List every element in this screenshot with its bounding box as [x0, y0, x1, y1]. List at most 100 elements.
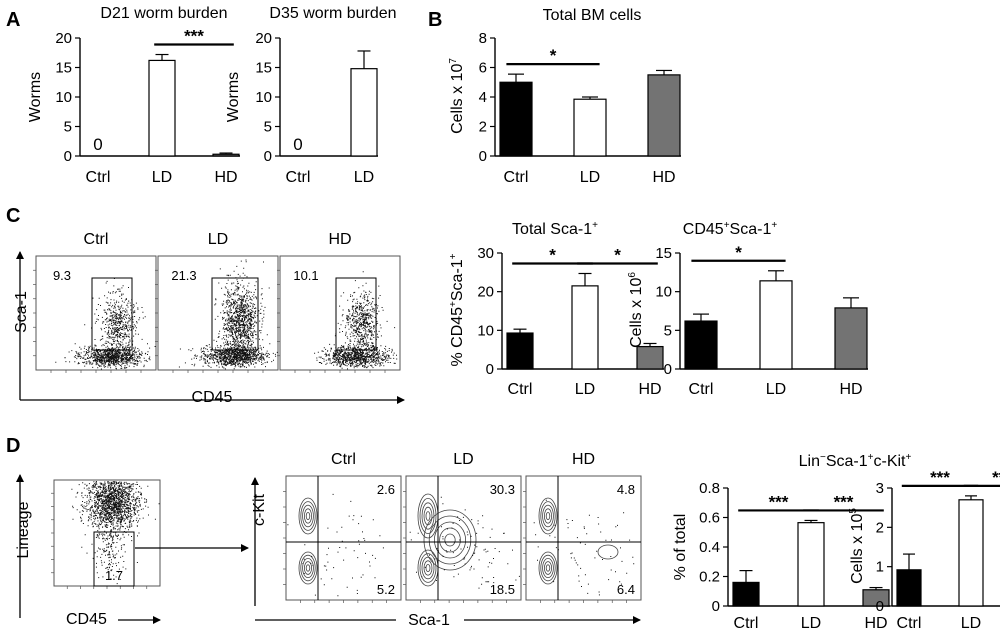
chart-b-category-ctrl: Ctrl [504, 169, 529, 186]
flow-d-gate-xlabel: CD45 [66, 611, 107, 628]
chart-b-ytick-label-2: 4 [479, 89, 487, 106]
flow-c-sca1-vs-cd45: Ctrl 9.3 LD 21.3 HD 10.1 [33, 231, 401, 373]
flow-d-plot-hd-contour-1-4 [540, 554, 556, 582]
chart-a1-ytick-label-3: 15 [55, 60, 72, 77]
chart-c1-bar-ld [571, 285, 599, 370]
chart-d1-ytick-label-0: 0 [712, 598, 720, 615]
chart-a1-ytick-label-0: 0 [64, 148, 72, 165]
chart-b-title: Total BM cells [543, 7, 642, 24]
chart-c2-bar-ctrl [684, 320, 718, 370]
flow-d-ckit-vs-sca1: Ctrl 2.6 5.2 LD 30.3 18.5 HD 4.8 6.4 [283, 451, 642, 603]
chart-c1-bar-hd [636, 345, 664, 370]
chart-a1-title: D21 worm burden [100, 5, 227, 22]
chart-a2-category-ctrl: Ctrl [286, 169, 311, 186]
flow-c-ylabel: Sca-1 [13, 291, 30, 333]
flow-d-plot-ctrl-contour-1-2 [303, 561, 312, 575]
flow-d-plot-ld-contour-2-3 [433, 521, 466, 559]
chart-b-sig-label-0: * [550, 46, 557, 65]
flow-c-plot-hd-title: HD [328, 231, 351, 248]
flow-c-plot-hd-gate [335, 277, 377, 351]
chart-a1-ytick-label-1: 5 [64, 119, 72, 136]
chart-d1-bar-ctrl [732, 581, 760, 607]
chart-c2-sig-label-0: * [735, 243, 742, 262]
chart-d2-bar-ctrl [896, 569, 922, 607]
chart-c2-category-ld: LD [766, 381, 786, 398]
chart-d1-ytick-label-3: 0.6 [699, 510, 720, 527]
chart-b-bar-ctrl [499, 81, 533, 157]
chart-a2-title: D35 worm burden [269, 5, 396, 22]
chart-d2-ytick-label-0: 0 [876, 598, 884, 615]
flow-d-plot-ld-upper-right-value: 30.3 [490, 482, 515, 497]
chart-a1-ytick-label-2: 10 [55, 89, 72, 106]
chart-c2-ytick-label-0: 0 [664, 361, 672, 378]
chart-b-ytick-label-3: 6 [479, 60, 487, 77]
flow-d-plot-hd-contour-1-3 [542, 558, 554, 579]
chart-a2-category-ld: LD [354, 169, 374, 186]
flow-d-plot-hd-contour-0-1 [545, 512, 551, 521]
flow-d-plot-hd-contour-0-4 [540, 501, 556, 531]
flow-d-plot-ctrl-contour-0-2 [303, 508, 312, 524]
chart-c2-bar-ld [759, 280, 793, 370]
lsk-title: Lin−Sca-1+c-Kit+ [799, 452, 912, 470]
chart-d2-ytick-label-2: 2 [876, 519, 884, 536]
flow-d-plot-hd-contour-1-5 [538, 551, 558, 585]
flow-c-plot-hd-dots-stream [334, 271, 396, 366]
chart-d1-ytick-label-4: 0.8 [699, 480, 720, 497]
flow-d-plot-ld-lower-right-value: 18.5 [490, 582, 515, 597]
flow-d-gate-ylabel: Lineage [15, 501, 32, 558]
flow-d-gate-plot-gate-value: 1.7 [105, 568, 123, 583]
flow-d-ylabel: c-Kit [251, 493, 268, 526]
chart-a2-ytick-label-2: 10 [255, 89, 272, 106]
chart-d1-bar-ld [797, 522, 825, 607]
flow-c-plot-ld-title: LD [208, 231, 228, 248]
flow-d-plot-ld-contour-1-2 [423, 560, 433, 576]
flow-d-plot-ctrl-upper-right-value: 2.6 [377, 482, 395, 497]
panel-label-c: C [6, 205, 20, 227]
flow-d-plot-ctrl-contour-0-1 [305, 512, 311, 521]
chart-a1-sig-label-0: *** [184, 27, 204, 46]
chart-a2-d35-worm-burden: 0 5 10 15 20 D35 worm burden Worms Ctrl LD 0 [225, 5, 397, 186]
chart-c2-ytick-label-1: 5 [664, 322, 672, 339]
chart-a2-ytick-label-3: 15 [255, 60, 272, 77]
flow-d-plot-hd-contour-1-2 [544, 561, 553, 575]
chart-c1-ytick-label-3: 30 [477, 245, 494, 262]
flow-d-plot-ld-contour-1-1 [425, 564, 431, 573]
chart-b-ylabel: Cells x 107 [448, 58, 466, 134]
chart-a1-category-ctrl: Ctrl [86, 169, 111, 186]
chart-b-bar-hd [647, 74, 681, 157]
chart-a2-ytick-label-4: 20 [255, 30, 272, 47]
flow-d-gate-plot-dots [71, 481, 160, 563]
chart-c2-category-ctrl: Ctrl [689, 381, 714, 398]
chart-b-ytick-label-4: 8 [479, 30, 487, 47]
chart-a1-category-ld: LD [152, 169, 172, 186]
flow-c-plot-ctrl-title: Ctrl [84, 231, 109, 248]
chart-d1-sig-label-0: *** [769, 492, 789, 511]
chart-c1-category-ctrl: Ctrl [508, 381, 533, 398]
chart-c2-title: CD45+Sca-1+ [683, 220, 778, 238]
panel-label-d: D [6, 435, 20, 457]
flow-d-gate-plot-gate [93, 531, 135, 587]
flow-d-plot-ctrl-contour-0-4 [300, 501, 316, 531]
chart-a1-bar-hd [212, 153, 240, 157]
chart-a2-ytick-label-1: 5 [264, 119, 272, 136]
chart-d1-category-ctrl: Ctrl [734, 615, 759, 632]
chart-c1-sig-label-1: * [614, 245, 621, 264]
chart-d2-bar-ld [958, 499, 984, 607]
chart-d2-ytick-label-3: 3 [876, 480, 884, 497]
flow-c-plot-ld-gate [211, 277, 259, 351]
chart-d1-ytick-label-1: 0.2 [699, 569, 720, 586]
flow-c-plot-ld-dots-stream [213, 259, 270, 370]
chart-b-bar-ld [573, 98, 607, 157]
chart-c2-ytick-label-3: 15 [655, 245, 672, 262]
flow-d-plot-ctrl-contour-1-4 [300, 554, 316, 582]
flow-c-xlabel: CD45 [192, 389, 233, 406]
chart-c1-category-hd: HD [638, 381, 661, 398]
flow-d-plot-ld-contour-2-1 [444, 533, 456, 547]
chart-c1-ytick-label-0: 0 [486, 361, 494, 378]
panel-label-b: B [428, 9, 442, 31]
chart-a2-annotation-0: 0 [293, 135, 302, 154]
flow-c-plot-ld-dots-base [178, 340, 278, 370]
chart-d2-sig-label-0: *** [930, 468, 950, 487]
flow-d-plot-ld-contour-1-4 [419, 553, 437, 583]
